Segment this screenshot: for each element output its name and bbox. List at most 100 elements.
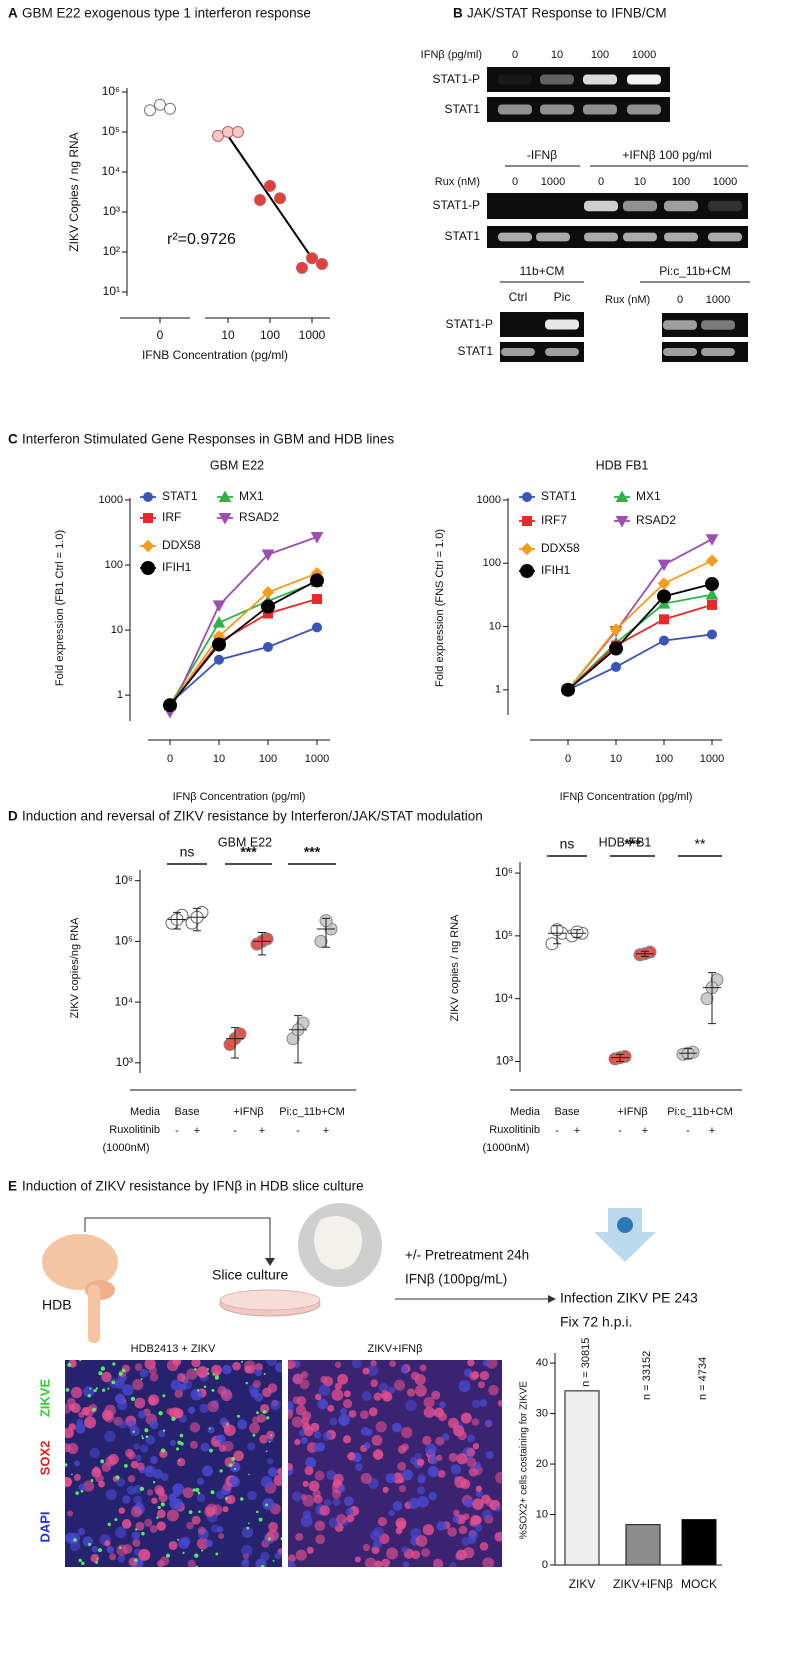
y-tick-label: 100: [483, 557, 501, 569]
treatment-label: +: [574, 1125, 580, 1137]
nucleus: [354, 1556, 361, 1563]
nucleus: [401, 1365, 409, 1373]
nucleus: [196, 1493, 206, 1502]
nucleus: [458, 1525, 468, 1535]
zikv-signal: [272, 1559, 275, 1562]
point: [154, 98, 166, 111]
nucleus: [151, 1497, 158, 1505]
nucleus: [267, 1383, 278, 1393]
fit-line: [227, 135, 313, 259]
nucleus: [304, 1466, 314, 1476]
zikv-signal: [102, 1388, 106, 1392]
series-line: [567, 538, 713, 691]
nucleus: [134, 1397, 146, 1409]
micrograph-title: HDB2413 + ZIKV: [131, 1343, 216, 1355]
nucleus: [494, 1531, 502, 1542]
legend-label: RSAD2: [239, 510, 279, 524]
zikv-signal: [79, 1360, 82, 1362]
marker: [214, 654, 224, 665]
legend-label: MX1: [636, 489, 661, 503]
nucleus: [360, 1427, 370, 1436]
nucleus: [462, 1513, 470, 1520]
error-bar: [193, 907, 201, 932]
blot-header: Rux (nM): [605, 294, 650, 306]
zikv-signal: [97, 1548, 103, 1553]
nucleus: [304, 1426, 314, 1437]
y-tick-label: 10³: [496, 1054, 513, 1068]
y-tick-label: 40: [536, 1357, 548, 1369]
nucleus: [382, 1486, 389, 1493]
point: [254, 193, 266, 206]
zikv-signal: [98, 1371, 103, 1376]
lane-label: Pic: [554, 290, 571, 304]
nucleus: [241, 1544, 253, 1557]
nucleus: [456, 1549, 467, 1561]
nucleus: [137, 1410, 146, 1419]
nucleus: [214, 1439, 221, 1447]
marker: [705, 554, 719, 567]
point: [164, 102, 176, 115]
nucleus: [182, 1487, 194, 1499]
nucleus: [90, 1553, 100, 1563]
nucleus: [93, 1466, 100, 1474]
nucleus: [406, 1388, 416, 1397]
slice-tissue: [314, 1216, 363, 1270]
nucleus: [373, 1392, 382, 1401]
row-label: Ruxolitinib: [489, 1124, 540, 1136]
nucleus: [196, 1537, 209, 1550]
nucleus: [466, 1447, 476, 1457]
zikv-signal: [258, 1517, 263, 1522]
nucleus: [334, 1361, 342, 1368]
nucleus: [370, 1379, 379, 1388]
nucleus: [254, 1368, 263, 1377]
arrow-head: [265, 1258, 275, 1266]
nucleus: [136, 1462, 145, 1471]
nucleus: [266, 1360, 278, 1366]
zikv-signal: [256, 1411, 259, 1415]
y-tick-label: 10⁴: [114, 994, 133, 1008]
nucleus: [421, 1548, 431, 1558]
annotation: r²=0.9726: [167, 231, 236, 248]
nucleus: [116, 1477, 126, 1487]
nucleus: [169, 1498, 181, 1510]
nucleus: [458, 1380, 471, 1393]
zikv-signal: [215, 1552, 219, 1556]
nucleus: [89, 1447, 100, 1459]
row-label: Media: [510, 1106, 541, 1118]
y-axis-label: Fold expression (FB1 Ctrl = 1.0): [54, 530, 66, 686]
nucleus: [159, 1556, 170, 1566]
y-tick-label: 10³: [116, 1055, 133, 1069]
y-tick-label: 20: [536, 1458, 548, 1470]
nucleus: [149, 1525, 158, 1533]
nucleus: [456, 1453, 468, 1465]
nucleus: [436, 1521, 447, 1531]
significance-label: **: [695, 836, 706, 852]
n-label: n = 30815: [580, 1338, 592, 1387]
zikv-signal: [225, 1496, 228, 1500]
hdb-label: HDB: [42, 1297, 72, 1313]
blot-band: [701, 348, 735, 356]
nucleus: [419, 1364, 427, 1372]
nucleus: [104, 1430, 116, 1442]
nucleus: [291, 1491, 303, 1502]
nucleus: [331, 1388, 344, 1401]
nucleus: [345, 1508, 354, 1517]
nucleus: [196, 1477, 205, 1486]
y-tick-label: 0: [542, 1559, 548, 1571]
nucleus: [464, 1498, 474, 1508]
nucleus: [315, 1442, 326, 1452]
nucleus: [416, 1486, 426, 1495]
nucleus: [305, 1457, 317, 1469]
treatment-label: +: [709, 1125, 715, 1137]
nucleus: [247, 1442, 256, 1451]
nucleus: [109, 1553, 117, 1561]
nucleus: [188, 1406, 196, 1414]
zikv-signal: [78, 1558, 82, 1563]
zikv-signal: [263, 1372, 266, 1376]
blot-band: [498, 104, 532, 115]
nucleus: [398, 1485, 407, 1493]
nucleus: [442, 1433, 450, 1441]
zikv-signal: [87, 1394, 91, 1398]
nucleus: [270, 1399, 281, 1411]
zikv-signal: [71, 1473, 73, 1476]
